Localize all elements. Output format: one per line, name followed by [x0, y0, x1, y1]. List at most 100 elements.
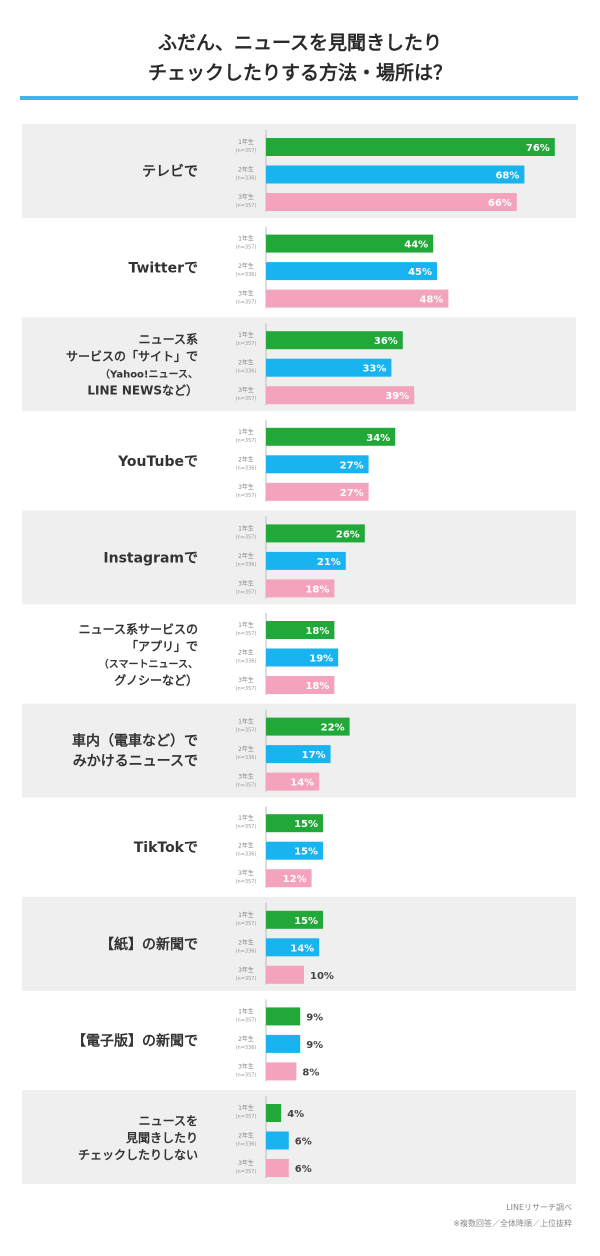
series-grade-label: 2年生 — [238, 262, 254, 270]
series-n-label: (n=336) — [236, 755, 257, 761]
series-grade-label: 2年生 — [238, 649, 254, 657]
series-grade-label: 2年生 — [238, 1132, 254, 1140]
data-label: 8% — [302, 1067, 319, 1078]
series-grade-label: 2年生 — [238, 842, 254, 850]
series-n-label: (n=336) — [236, 176, 257, 182]
series-grade-label: 1年生 — [238, 911, 254, 919]
category-label: みかけるニュースで — [73, 754, 198, 770]
method-note: ※複数回答／全体降順／上位抜粋 — [453, 1219, 572, 1228]
series-grade-label: 2年生 — [238, 1035, 254, 1043]
data-label: 10% — [310, 971, 334, 982]
data-label: 44% — [404, 240, 428, 251]
series-grade-label: 3年生 — [238, 869, 254, 877]
series-n-label: (n=336) — [236, 562, 257, 568]
category-label: LINE NEWSなど） — [87, 383, 198, 398]
bar — [266, 869, 312, 888]
data-label: 9% — [306, 1012, 323, 1023]
bar — [266, 193, 517, 211]
data-label: 18% — [305, 626, 329, 637]
series-n-label: (n=357) — [236, 341, 257, 347]
data-label: 15% — [294, 819, 318, 830]
bar — [266, 1034, 301, 1053]
bar — [266, 165, 525, 184]
series-n-label: (n=357) — [236, 921, 257, 927]
series-grade-label: 3年生 — [238, 676, 254, 684]
bar — [266, 938, 320, 957]
data-label: 12% — [283, 874, 307, 885]
bar — [266, 289, 449, 308]
series-grade-label: 3年生 — [238, 193, 254, 201]
category-label: 「アプリ」で — [126, 639, 198, 654]
series-grade-label: 2年生 — [238, 455, 254, 463]
bar — [266, 551, 346, 570]
bar — [266, 676, 335, 694]
series-n-label: (n=357) — [236, 879, 257, 885]
category-label: （Yahoo!ニュース、 — [100, 368, 198, 381]
series-grade-label: 1年生 — [238, 1007, 254, 1015]
category-label: Instagramで — [103, 550, 198, 566]
bar — [266, 814, 323, 833]
data-label: 18% — [305, 584, 329, 595]
bar — [266, 358, 392, 377]
chart-title: ふだん、ニュースを見聞きしたり チェックしたりする方法・場所は？ — [0, 28, 600, 88]
data-label: 36% — [374, 336, 398, 347]
data-label: 22% — [321, 723, 345, 734]
series-n-label: (n=357) — [236, 493, 257, 499]
bar — [266, 455, 369, 474]
data-label: 39% — [385, 391, 409, 402]
data-label: 48% — [419, 295, 443, 306]
series-n-label: (n=336) — [236, 369, 257, 375]
series-n-label: (n=357) — [236, 245, 257, 251]
bar — [266, 482, 369, 501]
series-n-label: (n=357) — [236, 686, 257, 692]
title-underline — [20, 96, 578, 100]
chart-footer: LINEリサーチ調べ ※複数回答／全体降順／上位抜粋 — [272, 1200, 572, 1232]
category-label: 【電子版】の新聞で — [72, 1032, 198, 1049]
bar — [266, 965, 304, 984]
bar — [266, 621, 335, 639]
category-label: ニュース系サービスの — [79, 622, 198, 637]
bar — [266, 745, 331, 764]
series-n-label: (n=357) — [236, 148, 257, 154]
series-n-label: (n=357) — [236, 300, 257, 306]
data-label: 76% — [526, 143, 550, 154]
series-grade-label: 3年生 — [238, 483, 254, 491]
category-label: ニュース系 — [139, 332, 198, 347]
category-label: （スマートニュース、 — [99, 658, 198, 671]
data-label: 19% — [309, 654, 333, 665]
data-label: 14% — [290, 778, 314, 789]
category-label: 見聞きしたり — [125, 1130, 198, 1145]
category-label: 車内（電車など）で — [72, 733, 198, 750]
bar — [266, 841, 323, 860]
series-n-label: (n=357) — [236, 203, 257, 209]
series-grade-label: 1年生 — [238, 718, 254, 726]
data-label: 14% — [290, 943, 314, 954]
bar — [266, 331, 403, 350]
series-n-label: (n=336) — [236, 272, 257, 278]
category-label: テレビで — [142, 164, 198, 180]
data-label: 27% — [340, 488, 364, 499]
bar — [266, 524, 365, 543]
series-grade-label: 1年生 — [238, 235, 254, 243]
data-label: 34% — [366, 433, 390, 444]
bar — [266, 138, 555, 156]
series-n-label: (n=357) — [236, 589, 257, 595]
data-label: 33% — [362, 364, 386, 375]
bar — [266, 234, 434, 253]
title-line-2: チェックしたりする方法・場所は？ — [147, 62, 452, 84]
series-grade-label: 1年生 — [238, 138, 254, 146]
series-grade-label: 2年生 — [238, 359, 254, 367]
series-n-label: (n=357) — [236, 438, 257, 444]
category-band — [22, 1090, 576, 1184]
bar — [266, 1104, 282, 1122]
series-n-label: (n=357) — [236, 1072, 257, 1078]
bar — [266, 1159, 289, 1177]
series-n-label: (n=357) — [236, 1114, 257, 1120]
data-label: 6% — [295, 1137, 312, 1148]
category-label: ニュースを — [139, 1114, 198, 1128]
bar — [266, 648, 339, 667]
data-label: 18% — [305, 681, 329, 692]
series-n-label: (n=357) — [236, 631, 257, 637]
series-grade-label: 3年生 — [238, 579, 254, 587]
